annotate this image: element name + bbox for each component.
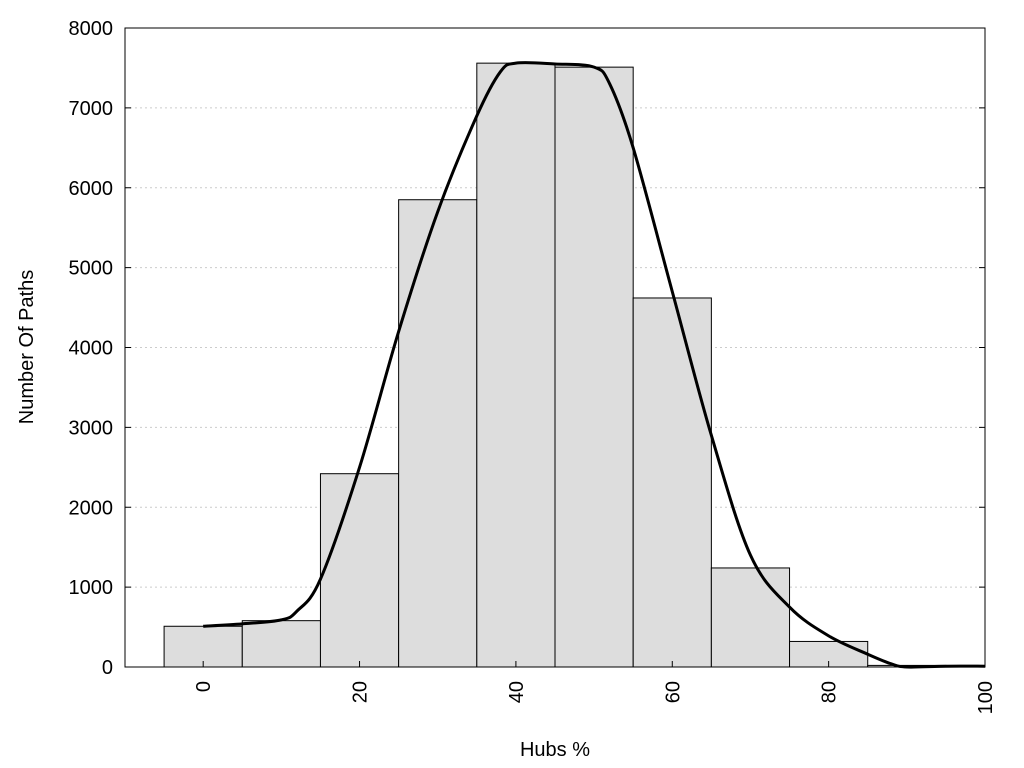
histogram-bars (163, 62, 986, 668)
histogram-bar (163, 625, 243, 668)
y-axis-ticks: 0 1000 2000 3000 4000 5000 6000 7000 8000 (69, 18, 985, 679)
x-tick-label: 100 (975, 681, 997, 714)
y-tick-label: 0 (102, 657, 113, 679)
y-tick-label: 4000 (69, 338, 114, 360)
y-tick-label: 2000 (69, 497, 114, 519)
y-axis-title: Number Of Paths (16, 270, 38, 425)
x-axis-title: Hubs % (520, 739, 590, 761)
x-tick-label: 0 (193, 681, 215, 692)
y-tick-label: 1000 (69, 577, 114, 599)
histogram-bar (241, 620, 321, 668)
y-tick-label: 8000 (69, 18, 114, 40)
x-axis-ticks: 0 20 40 60 80 100 (193, 661, 997, 714)
x-tick-label: 80 (819, 681, 841, 703)
y-tick-label: 5000 (69, 258, 114, 280)
x-tick-label: 60 (662, 681, 684, 703)
histogram-bar (319, 473, 400, 668)
histogram-bar (476, 62, 556, 668)
histogram-bar (554, 66, 634, 668)
histogram-bar (632, 297, 712, 668)
y-tick-label: 3000 (69, 417, 114, 439)
y-tick-label: 7000 (69, 98, 114, 120)
histogram-bar (710, 567, 791, 668)
x-tick-label: 40 (506, 681, 528, 703)
distribution-curve (203, 61, 986, 669)
x-tick-label: 20 (350, 681, 372, 703)
histogram-bar (398, 199, 478, 668)
y-tick-label: 6000 (69, 178, 114, 200)
